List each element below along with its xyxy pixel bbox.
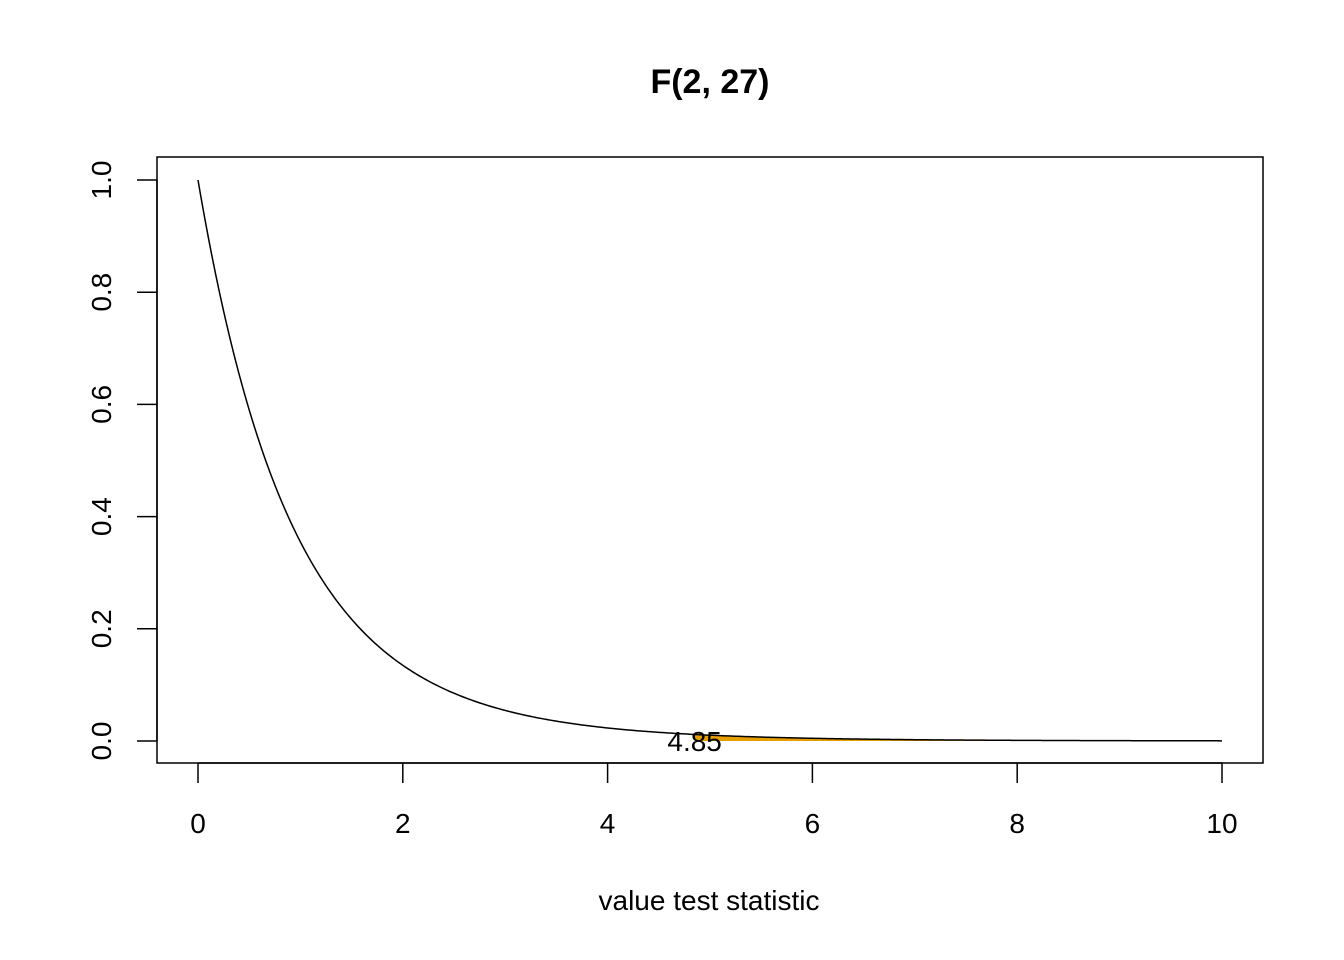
y-tick-label: 1.0 <box>86 161 117 200</box>
y-tick-label: 0.0 <box>86 722 117 761</box>
x-tick-label: 8 <box>1009 808 1025 839</box>
x-tick-label: 0 <box>190 808 206 839</box>
x-tick-label: 10 <box>1206 808 1237 839</box>
y-tick-label: 0.2 <box>86 609 117 648</box>
x-tick-label: 6 <box>805 808 821 839</box>
y-tick-label: 0.8 <box>86 273 117 312</box>
critical-value-label: 4.85 <box>667 726 722 757</box>
shaded-tail-area <box>694 734 1222 741</box>
x-tick-label: 2 <box>395 808 411 839</box>
density-curve <box>197 179 1222 742</box>
x-axis-title: value test statistic <box>599 885 820 916</box>
x-tick-label: 4 <box>600 808 616 839</box>
y-axis: 0.0 0.2 0.4 0.6 0.8 1.0 <box>86 161 158 761</box>
chart-title: F(2, 27) <box>650 63 769 101</box>
y-tick-label: 0.6 <box>86 385 117 424</box>
y-tick-label: 0.4 <box>86 497 117 536</box>
plot-frame <box>156 156 1264 764</box>
x-axis: 0 2 4 6 8 10 <box>190 762 1238 839</box>
